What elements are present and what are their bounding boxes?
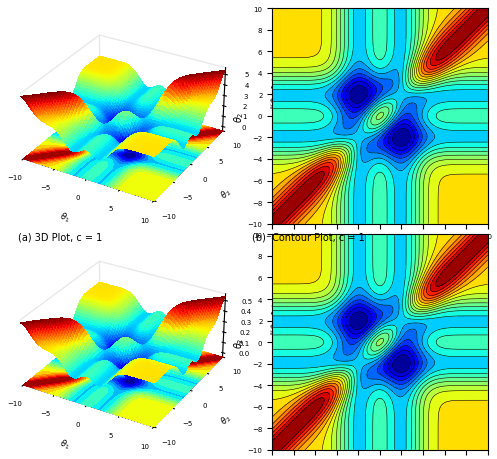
X-axis label: $\theta_1$: $\theta_1$ [58,436,72,451]
Text: (b)  Contour Plot, c = 1: (b) Contour Plot, c = 1 [252,232,364,242]
X-axis label: $\theta_1$: $\theta_1$ [58,210,72,225]
Text: (a) 3D Plot, c = 1: (a) 3D Plot, c = 1 [17,232,102,242]
X-axis label: $\theta_1$: $\theta_1$ [374,241,386,255]
Y-axis label: $\theta_2$: $\theta_2$ [233,336,246,348]
Y-axis label: $\theta_2$: $\theta_2$ [218,185,234,201]
Y-axis label: $\theta_2$: $\theta_2$ [218,411,234,427]
Y-axis label: $\theta_2$: $\theta_2$ [233,111,246,123]
